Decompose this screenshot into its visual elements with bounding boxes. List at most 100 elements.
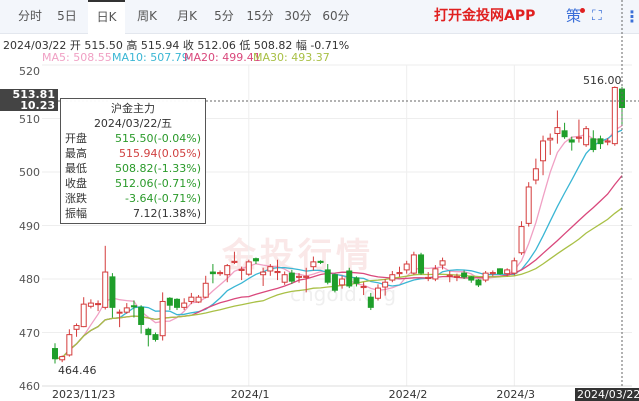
ma30-line	[54, 207, 623, 360]
y-tick-label: 460	[19, 380, 40, 393]
tab-5min[interactable]: 5分	[214, 9, 234, 23]
tooltip-key: 收盘	[65, 177, 87, 190]
candle-up	[159, 300, 166, 337]
candle-up	[425, 276, 432, 279]
candle-up	[511, 260, 518, 274]
candle-up	[66, 334, 73, 356]
tab-intraday[interactable]: 分时	[17, 9, 42, 23]
candle-down	[496, 268, 503, 275]
tooltip-row: 最低 508.82(-1.33%)	[65, 161, 201, 176]
tab-weekly-k[interactable]: 周K	[137, 9, 157, 23]
candle-up	[339, 278, 346, 286]
y-tick-label: 470	[19, 326, 40, 340]
candle-up	[482, 272, 489, 281]
candle-down	[209, 271, 216, 275]
candle-up	[202, 282, 209, 298]
candle-up	[374, 287, 381, 299]
candle-up	[611, 86, 618, 145]
candle-up	[554, 127, 561, 134]
max-price-label: 516.00	[583, 74, 622, 87]
ohlc-summary: 2024/03/22 开 515.50 高 515.94 收 512.06 低 …	[3, 39, 350, 52]
candle-down	[597, 138, 604, 145]
y-tick-label: 500	[19, 166, 40, 179]
strategy-icon[interactable]: 策	[566, 7, 582, 25]
tooltip-key: 涨跌	[65, 192, 87, 205]
crosshair-price: 513.81	[12, 89, 55, 101]
candle-up	[518, 226, 525, 254]
candle-up	[439, 260, 446, 266]
y-tick-label: 520	[19, 65, 40, 78]
tooltip-value: 7.12(1.38%)	[132, 207, 201, 220]
candle-down	[324, 269, 331, 283]
candle-up	[238, 268, 245, 271]
tooltip-value: 508.82(-1.33%)	[115, 162, 201, 175]
candle-down	[166, 297, 173, 306]
open-app-link[interactable]: 打开金投网APP	[434, 8, 536, 24]
tooltip-title: 沪金主力	[111, 102, 155, 115]
tab-monthly-k[interactable]: 月K	[177, 9, 197, 23]
tab-60min[interactable]: 60分	[322, 9, 350, 23]
tab-daily-k[interactable]: 日K	[88, 0, 125, 34]
candle-up	[540, 140, 547, 162]
candle-up	[231, 260, 238, 263]
candle-down	[152, 334, 159, 340]
x-tick-label: 2024/1	[230, 388, 270, 401]
candle-down	[252, 258, 259, 262]
tab-30min[interactable]: 30分	[284, 9, 312, 23]
candle-down	[109, 276, 116, 308]
candle-up	[547, 137, 554, 141]
candle-up	[123, 307, 130, 313]
tooltip-row: 振幅 7.12(1.38%)	[65, 206, 201, 221]
candle-down	[461, 272, 468, 278]
candle-up	[575, 136, 582, 139]
candle-up	[274, 271, 281, 274]
tooltip-row: 涨跌 -3.64(-0.71%)	[65, 191, 201, 206]
y-tick-label: 510	[19, 112, 40, 126]
tooltip-key: 开盘	[65, 132, 87, 145]
tooltip-date: 2024/03/22/五	[93, 117, 173, 130]
tooltip-row: 收盘 512.06(-0.71%)	[65, 176, 201, 191]
x-tick-label: 2024/2	[388, 388, 428, 401]
more-vertical-icon[interactable]: ⋮	[624, 7, 639, 26]
candle-down	[138, 306, 145, 325]
candle-down	[475, 279, 482, 286]
candle-up	[504, 269, 511, 275]
tooltip-value: 515.50(-0.04%)	[115, 132, 201, 145]
candle-up	[382, 281, 389, 288]
candle-up	[532, 168, 539, 181]
candle-down	[346, 270, 353, 287]
tab-15min[interactable]: 15分	[246, 9, 274, 23]
tooltip-value: -3.64(-0.71%)	[125, 192, 201, 205]
candle-up	[525, 186, 532, 224]
candle-up	[410, 254, 417, 274]
period-tab-bar: 分时 5日 日K 周K 月K 5分 15分 30分 60分 打开金投网APP 策…	[0, 0, 639, 34]
fullscreen-icon[interactable]: ⛶	[592, 8, 602, 24]
candle-up	[303, 275, 310, 278]
candle-up	[583, 128, 590, 146]
tooltip-value: 512.06(-0.71%)	[115, 177, 201, 190]
candle-up	[224, 265, 231, 276]
y-tick-label: 480	[19, 273, 40, 286]
candle-up	[446, 274, 453, 277]
candle-up	[310, 261, 317, 268]
candle-up	[95, 303, 102, 306]
ma5-legend: MA5: 508.55	[42, 51, 112, 64]
tooltip-row: 开盘 515.50(-0.04%)	[65, 131, 201, 146]
candle-up	[80, 303, 87, 328]
candle-up	[489, 272, 496, 275]
candle-up	[87, 302, 94, 307]
tooltip-key: 最低	[65, 162, 87, 175]
candle-down	[145, 328, 152, 336]
tab-5-day[interactable]: 5日	[57, 9, 77, 23]
candle-down	[561, 130, 568, 138]
candle-up	[116, 311, 123, 314]
candle-down	[568, 139, 575, 143]
candle-up	[59, 356, 66, 361]
candle-up	[453, 275, 460, 278]
candle-up	[432, 268, 439, 280]
ma20-legend: MA20: 499.41	[184, 51, 261, 64]
x-tick-label: 2023/11/23	[52, 388, 116, 401]
ma10-line	[54, 129, 623, 360]
crosshair-sub: 10.23	[20, 99, 55, 111]
ma30-legend: MA30: 493.37	[253, 51, 330, 64]
